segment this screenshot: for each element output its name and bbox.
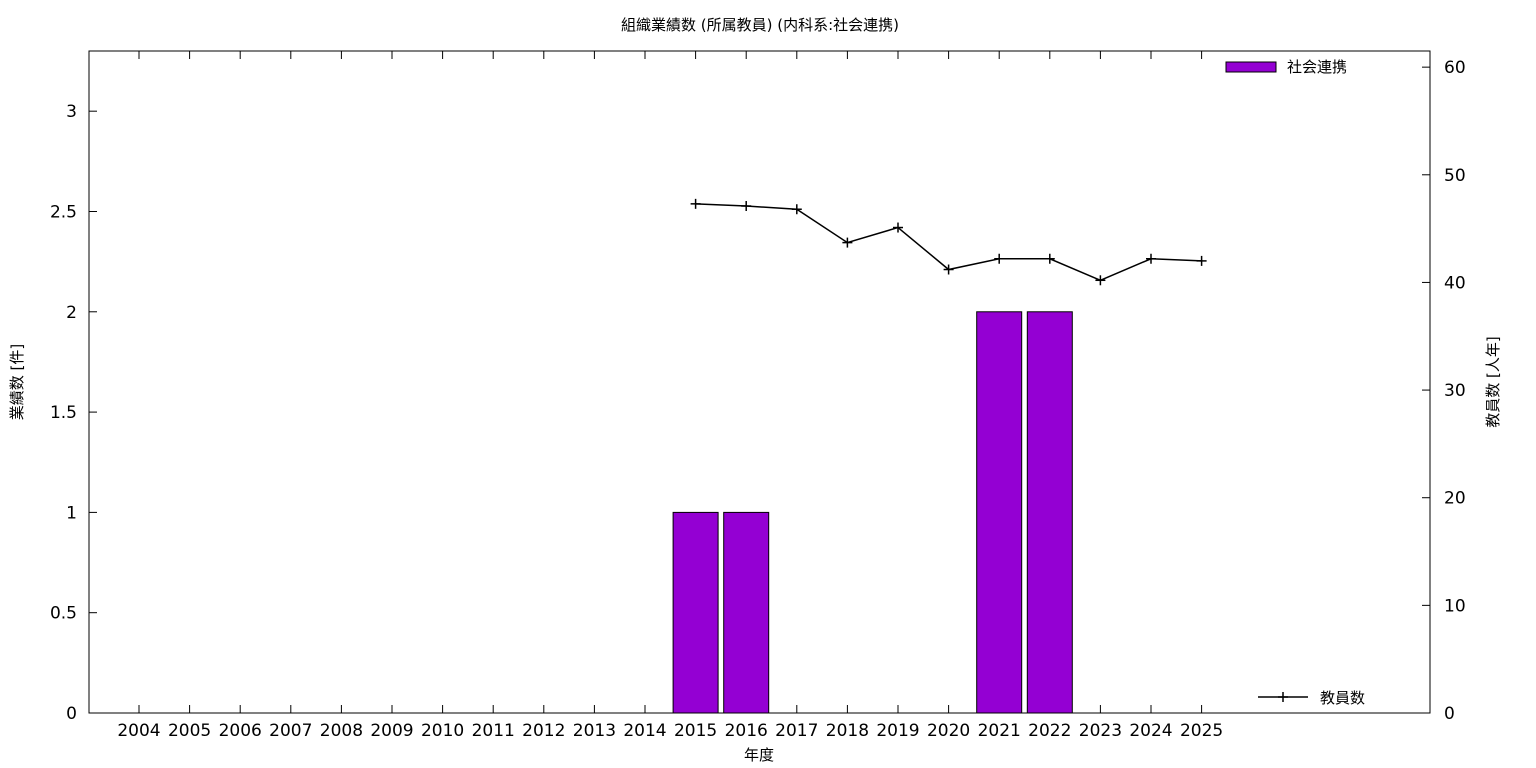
x-tick-label: 2016 [725, 721, 768, 741]
y-tick-label: 3 [66, 102, 77, 122]
y-tick-label: 0 [66, 704, 77, 724]
x-tick-label: 2024 [1129, 721, 1172, 741]
y2-tick-label: 60 [1444, 58, 1466, 78]
bar-series [672, 311, 1073, 714]
line-series [690, 198, 1207, 286]
x-tick-label: 2004 [117, 721, 160, 741]
x-tick-label: 2007 [269, 721, 312, 741]
x-tick-label: 2008 [320, 721, 363, 741]
x-axis-label: 年度 [744, 746, 774, 764]
x-tick-label: 2015 [674, 721, 717, 741]
y-tick-label: 2.5 [50, 202, 77, 222]
y-tick-label: 1 [66, 503, 77, 523]
y2-tick-label: 40 [1444, 273, 1466, 293]
y-axis-label: 業績数 [件] [8, 344, 26, 420]
x-tick-label: 2010 [421, 721, 464, 741]
x-axis: 2004 2005 2006 2007 2008 2009 2010 2011 2012 2013… [117, 51, 1223, 741]
legend-bars: 社会連携 [1225, 58, 1347, 76]
y2-axis-label: 教員数 [人年] [1484, 336, 1502, 427]
bar [1026, 311, 1073, 714]
x-tick-label: 2022 [1028, 721, 1071, 741]
x-tick-label: 2013 [573, 721, 616, 741]
y2-tick-label: 30 [1444, 381, 1466, 401]
legend-line-label: 教員数 [1320, 689, 1365, 707]
x-tick-label: 2009 [370, 721, 413, 741]
x-tick-label: 2006 [219, 721, 262, 741]
y-axis-right: 0 10 20 30 40 50 60 [1422, 58, 1466, 724]
x-tick-label: 2021 [978, 721, 1021, 741]
legend-bar-swatch [1225, 61, 1277, 73]
y2-tick-label: 0 [1444, 704, 1455, 724]
bar [976, 311, 1023, 714]
x-tick-label: 2017 [775, 721, 818, 741]
y-tick-label: 2 [66, 303, 77, 323]
legend-line: 教員数 [1258, 689, 1365, 707]
y-tick-label: 0.5 [50, 604, 77, 624]
x-tick-label: 2018 [826, 721, 869, 741]
x-tick-label: 2020 [927, 721, 970, 741]
y2-tick-label: 50 [1444, 166, 1466, 186]
x-tick-label: 2023 [1079, 721, 1122, 741]
y2-tick-label: 10 [1444, 596, 1466, 616]
y-tick-label: 1.5 [50, 403, 77, 423]
bar [672, 511, 719, 714]
x-tick-label: 2019 [876, 721, 919, 741]
y2-tick-label: 20 [1444, 489, 1466, 509]
legend-bar-label: 社会連携 [1287, 58, 1347, 76]
y-axis-left: 0 0.5 1 1.5 2 2.5 3 [50, 102, 97, 724]
x-tick-label: 2005 [168, 721, 211, 741]
chart-title: 組織業績数 (所属教員) (内科系:社会連携) [621, 16, 899, 34]
x-tick-label: 2014 [623, 721, 666, 741]
x-tick-label: 2011 [472, 721, 515, 741]
x-tick-label: 2025 [1180, 721, 1223, 741]
x-tick-label: 2012 [522, 721, 565, 741]
bar [723, 511, 770, 714]
